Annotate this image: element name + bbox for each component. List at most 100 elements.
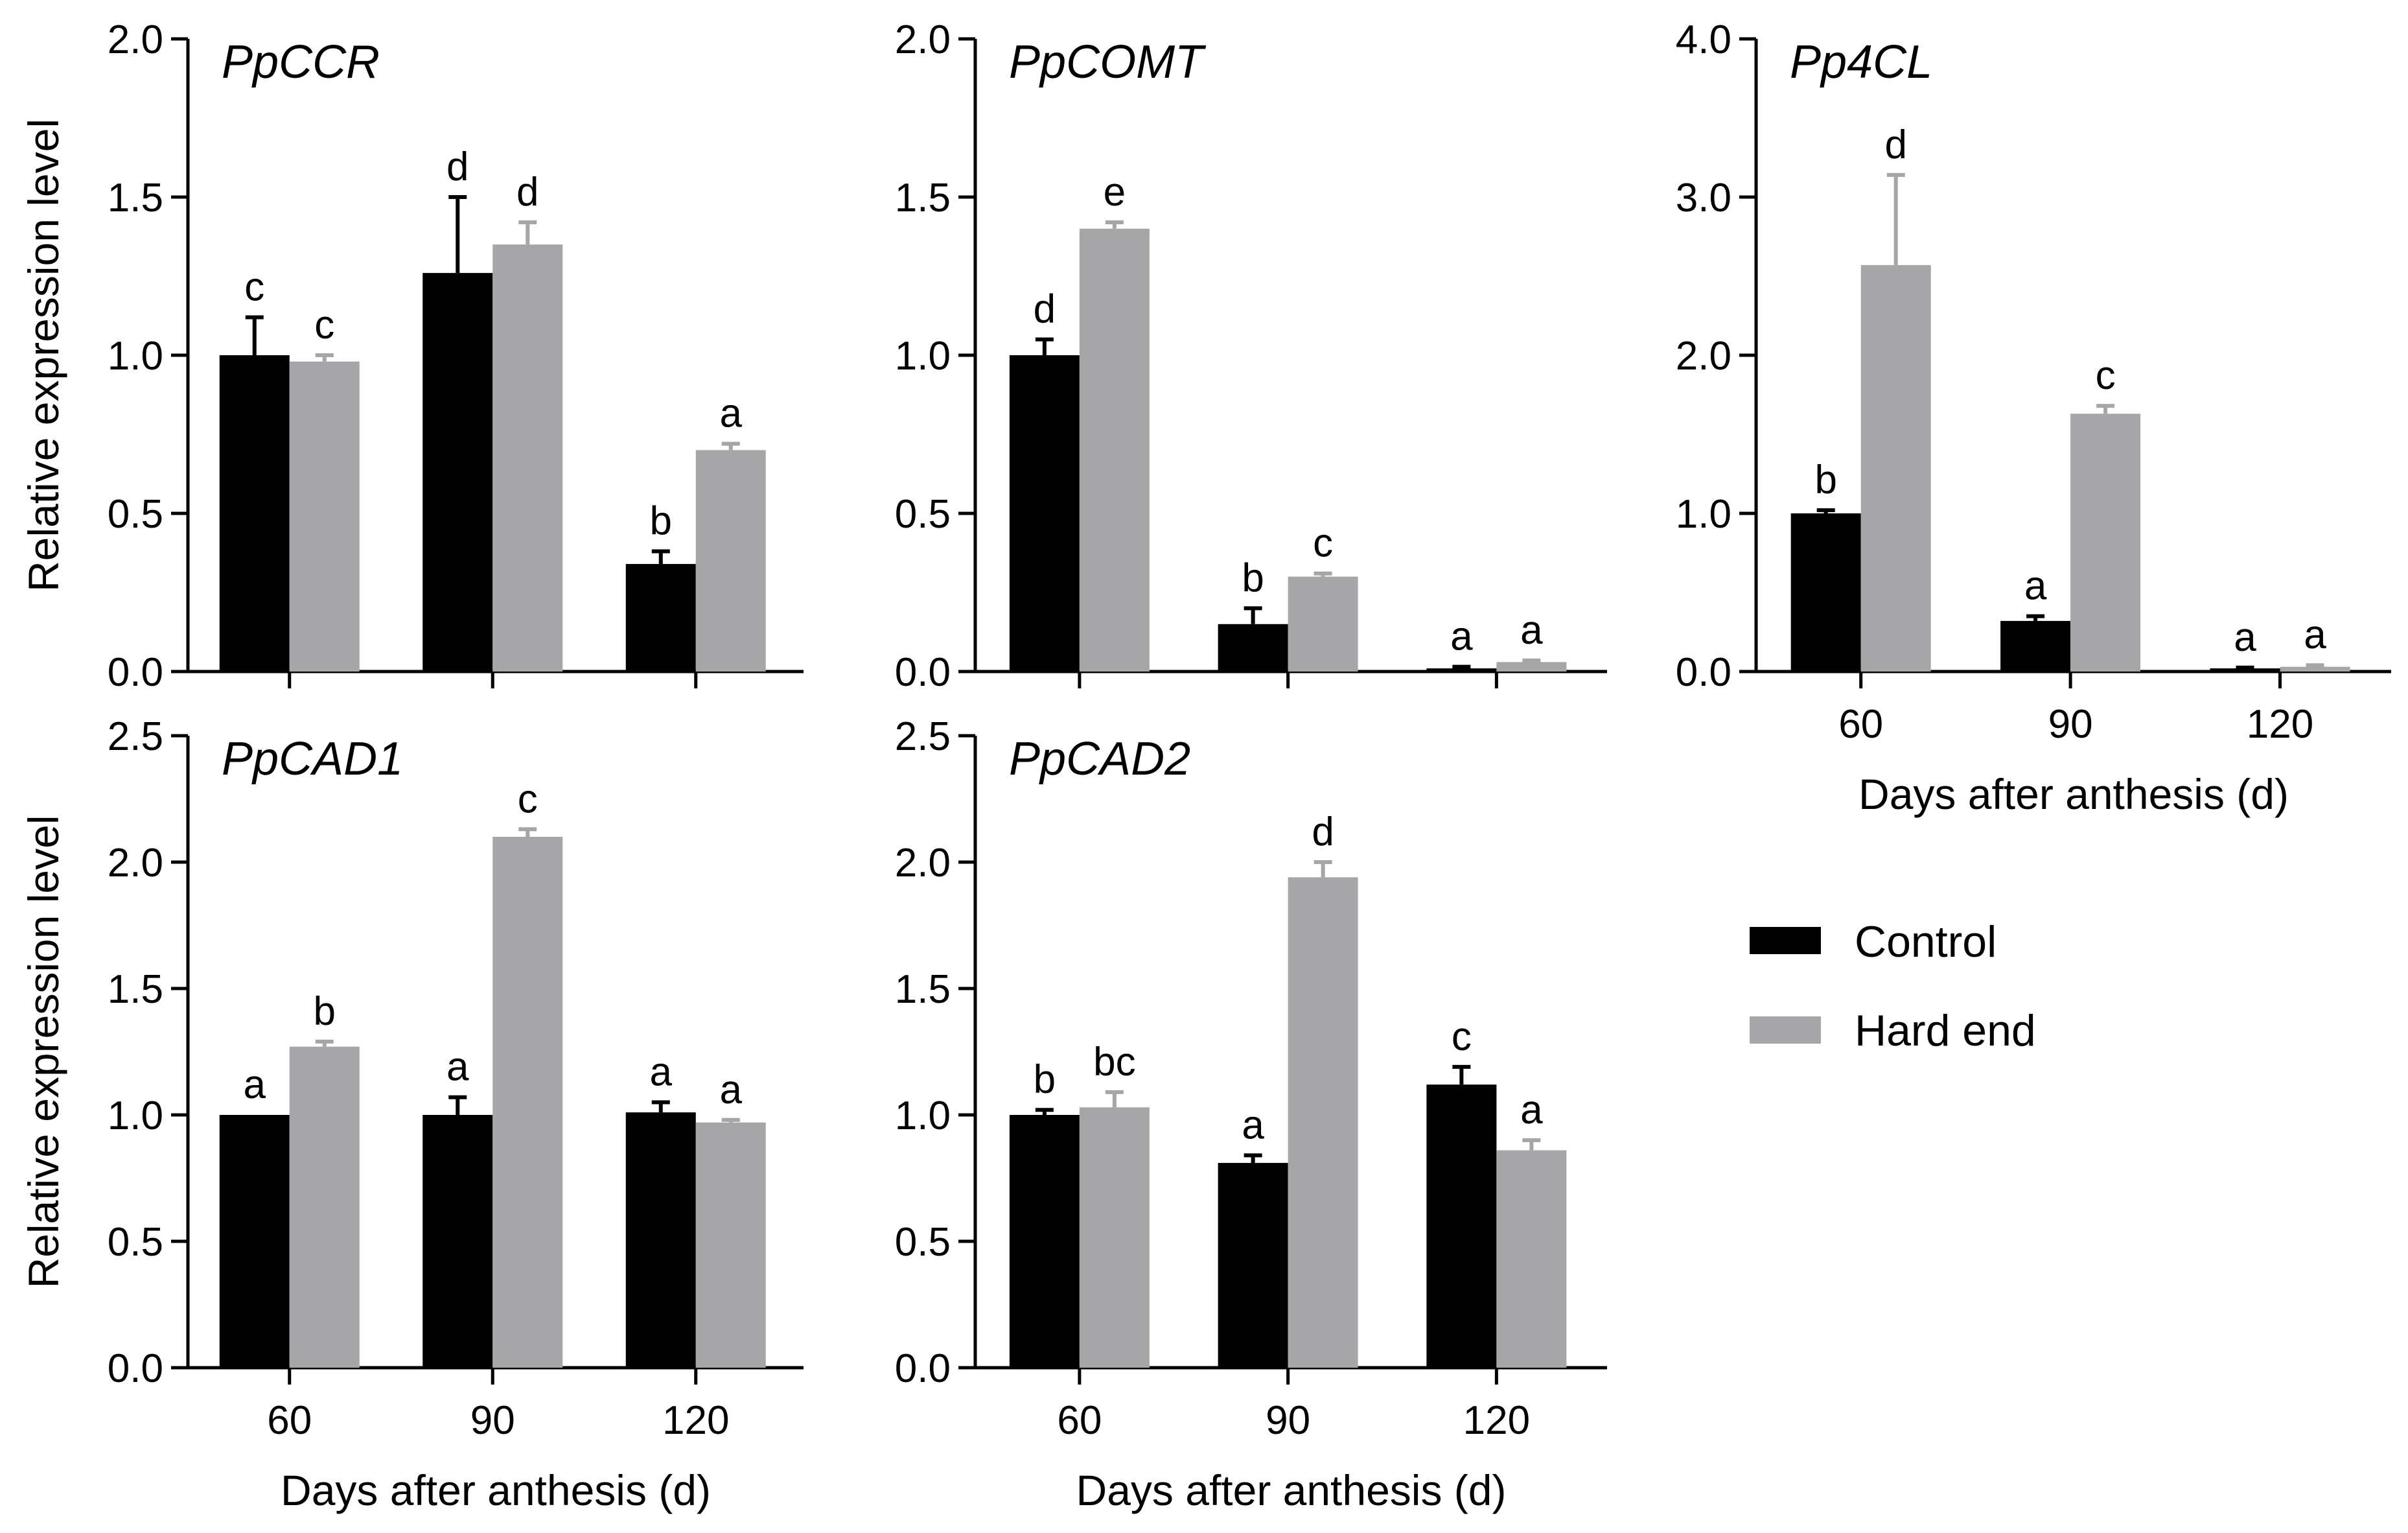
panel-title: PpCAD2 <box>1009 733 1190 785</box>
y-tick-label: 0.0 <box>1676 650 1731 695</box>
y-axis-label: Relative expression level <box>19 119 67 592</box>
bar-hard-end <box>289 361 360 672</box>
significance-letter: a <box>720 1068 743 1112</box>
significance-letter: c <box>2096 353 2116 398</box>
y-tick-label: 0.0 <box>108 1346 163 1391</box>
significance-letter: d <box>516 170 538 215</box>
significance-letter: c <box>314 303 334 347</box>
x-axis-label: Days after anthesis (d) <box>1858 770 2289 818</box>
chart-panel-2: 0.0 1.0 2.0 3.0 4.0 Pp4CL 60 b d 90 a c 120 a a Days af… <box>1676 18 2391 818</box>
x-tick-label: 60 <box>1838 702 1883 747</box>
bar-control <box>625 564 696 672</box>
panel-title: PpCOMT <box>1009 36 1207 88</box>
significance-letter: c <box>244 264 264 309</box>
legend-swatch-control <box>1750 927 1821 954</box>
significance-letter: d <box>1312 810 1334 854</box>
bar-control <box>423 1115 493 1368</box>
bar-hard-end <box>492 244 563 672</box>
significance-letter: a <box>446 1045 469 1090</box>
y-tick-label: 1.5 <box>895 967 951 1012</box>
y-tick-label: 0.5 <box>895 1220 951 1265</box>
significance-letter: a <box>1520 608 1543 653</box>
bar-hard-end <box>2070 414 2141 672</box>
x-tick-label: 90 <box>2048 702 2093 747</box>
significance-letter: a <box>1242 1103 1264 1147</box>
panel-title: PpCAD1 <box>222 733 403 785</box>
y-tick-label: 1.0 <box>108 1094 163 1138</box>
significance-letter: a <box>244 1062 266 1107</box>
y-tick-label: 0.5 <box>108 492 163 537</box>
y-tick-label: 2.0 <box>895 841 951 885</box>
bar-hard-end <box>492 837 563 1368</box>
bar-control <box>1009 1115 1080 1368</box>
panel-title: Pp4CL <box>1790 36 1932 88</box>
significance-letter: a <box>2024 564 2047 609</box>
bar-control <box>2210 668 2280 672</box>
y-tick-label: 2.0 <box>108 18 163 62</box>
y-tick-label: 3.0 <box>1676 176 1731 220</box>
y-tick-label: 4.0 <box>1676 18 1731 62</box>
significance-letter: b <box>1034 1057 1056 1102</box>
legend-label-control: Control <box>1855 917 1997 966</box>
bar-control <box>2000 620 2071 672</box>
legend-swatch-hard-end <box>1750 1016 1821 1044</box>
significance-letter: a <box>1450 614 1473 659</box>
x-axis-label: Days after anthesis (d) <box>281 1466 711 1514</box>
bar-hard-end <box>1079 228 1150 672</box>
x-tick-label: 60 <box>267 1398 312 1443</box>
panel-title: PpCCR <box>222 36 380 88</box>
significance-letter: d <box>1884 123 1906 167</box>
x-tick-label: 90 <box>470 1398 515 1443</box>
y-tick-label: 1.0 <box>1676 492 1731 537</box>
x-tick-label: 120 <box>662 1398 729 1443</box>
significance-letter: a <box>650 1050 673 1095</box>
significance-letter: a <box>720 392 743 436</box>
bar-hard-end <box>695 1122 766 1368</box>
significance-letter: b <box>1814 458 1836 502</box>
bar-control <box>1426 668 1497 672</box>
legend: Control Hard end <box>1750 917 2036 1055</box>
significance-letter: a <box>1520 1088 1543 1132</box>
bar-hard-end <box>695 450 766 672</box>
bar-control <box>1218 1163 1288 1368</box>
bar-hard-end <box>1860 264 1931 672</box>
y-tick-label: 2.5 <box>895 714 951 759</box>
y-tick-label: 1.0 <box>108 334 163 379</box>
bar-hard-end <box>2280 666 2350 672</box>
significance-letter: e <box>1104 170 1126 215</box>
y-axis-label: Relative expression level <box>19 815 67 1288</box>
y-tick-label: 0.5 <box>895 492 951 537</box>
bar-hard-end <box>1496 662 1567 672</box>
x-tick-label: 120 <box>2247 702 2313 747</box>
y-tick-label: 1.0 <box>895 1094 951 1138</box>
x-tick-label: 120 <box>1463 1398 1530 1443</box>
y-tick-label: 1.5 <box>895 176 951 220</box>
bar-control <box>1009 355 1080 672</box>
bar-control <box>1790 513 1861 672</box>
chart-panel-4: 0.0 0.5 1.0 1.5 2.0 2.5 PpCAD2 60 b bc 90 a d 120 c a Da… <box>895 714 1607 1514</box>
significance-letter: a <box>2234 615 2256 660</box>
chart-panel-3: 0.0 0.5 1.0 1.5 2.0 2.5 PpCAD1 Relative express… <box>19 714 804 1514</box>
x-axis-label: Days after anthesis (d) <box>1076 1466 1507 1514</box>
bar-control <box>423 273 493 672</box>
x-tick-label: 60 <box>1057 1398 1102 1443</box>
bar-hard-end <box>1079 1107 1150 1368</box>
y-tick-label: 0.0 <box>895 650 951 695</box>
significance-letter: b <box>650 499 672 544</box>
significance-letter: c <box>1313 521 1333 566</box>
bar-hard-end <box>1288 576 1358 672</box>
significance-letter: d <box>446 145 469 189</box>
chart-panels: 0.0 0.5 1.0 1.5 2.0 PpCCR Relative expression … <box>19 18 2391 1514</box>
bar-control <box>1426 1084 1497 1368</box>
significance-letter: a <box>2304 613 2326 657</box>
bar-hard-end <box>1496 1150 1567 1368</box>
significance-letter: b <box>314 989 336 1034</box>
y-tick-label: 2.0 <box>1676 334 1731 379</box>
y-tick-label: 2.5 <box>108 714 163 759</box>
significance-letter: c <box>1452 1014 1472 1059</box>
y-tick-label: 1.5 <box>108 967 163 1012</box>
y-tick-label: 0.0 <box>108 650 163 695</box>
significance-letter: b <box>1242 556 1264 600</box>
legend-label-hard-end: Hard end <box>1855 1006 2036 1055</box>
